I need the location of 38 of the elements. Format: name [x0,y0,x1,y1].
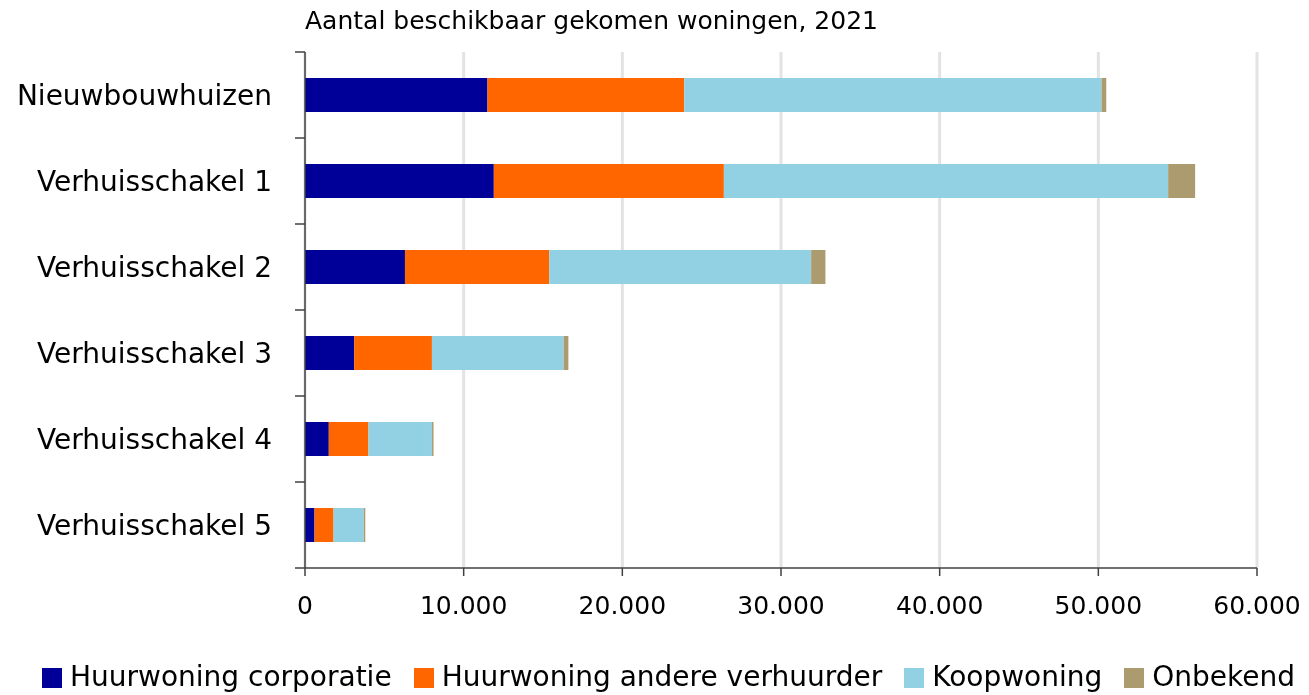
bar [487,78,685,112]
bar [305,164,494,198]
x-tick-label: 40.000 [895,590,984,620]
bar [1168,164,1196,198]
y-tick-label: Verhuisschakel 5 [37,508,272,542]
bar [684,78,1102,112]
x-tick-label: 30.000 [737,590,825,620]
bar [811,250,826,284]
bar [328,422,369,456]
legend-label: Huurwoning andere verhuurder [441,660,883,693]
bar [368,422,432,456]
chart-title: Aantal beschikbaar gekomen woningen, 2021 [305,5,878,37]
bar [305,508,315,542]
y-tick-label: Nieuwbouwhuizen [16,78,272,112]
bar [404,250,550,284]
bar [305,422,329,456]
legend-label: Onbekend [1152,660,1296,693]
x-tick-label: 50.000 [1054,590,1143,620]
bar [305,250,405,284]
bar [314,508,334,542]
bar [723,164,1169,198]
bar [431,336,564,370]
x-tick-label: 60.000 [1213,590,1301,620]
y-tick-label: Verhuisschakel 4 [37,422,272,456]
bar [354,336,432,370]
y-tick-label: Verhuisschakel 1 [37,164,272,198]
x-tick-label: 0 [297,590,313,620]
y-tick-label: Verhuisschakel 3 [37,336,272,370]
bar [333,508,364,542]
bar [549,250,812,284]
legend-label: Huurwoning corporatie [69,660,392,693]
bar [493,164,724,198]
x-tick-label: 20.000 [578,590,667,620]
bar [305,336,355,370]
bar [305,78,488,112]
x-tick-label: 10.000 [419,590,508,620]
y-tick-label: Verhuisschakel 2 [37,250,272,284]
legend-label: Koopwoning [932,660,1103,693]
